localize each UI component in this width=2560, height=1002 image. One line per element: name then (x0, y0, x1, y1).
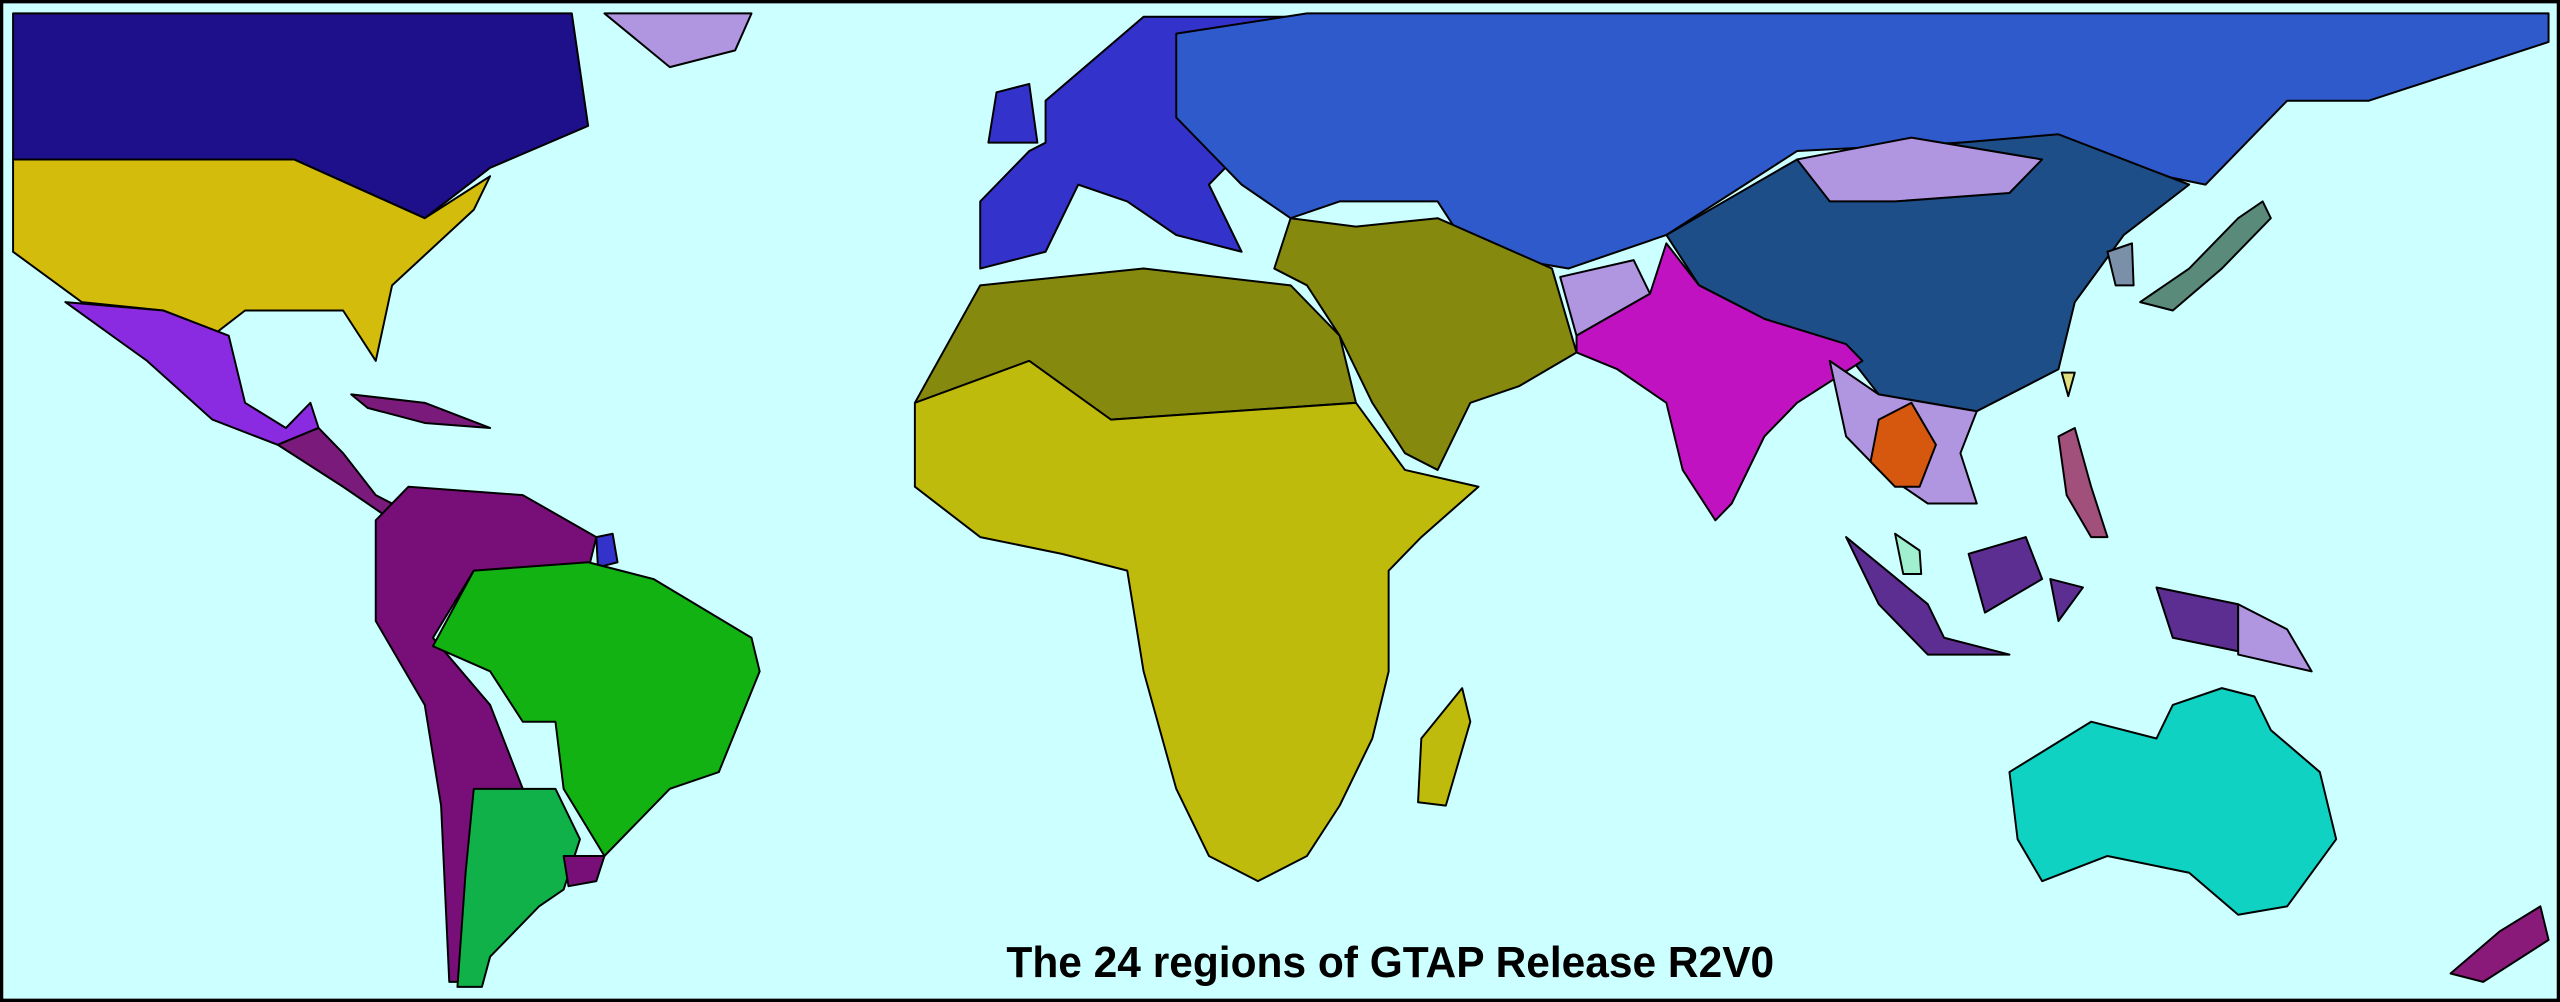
regions (12, 12, 2550, 988)
korea (2106, 242, 2135, 287)
uk (987, 82, 1039, 144)
new-zealand (2449, 905, 2550, 983)
papua-new-guinea (2237, 603, 2313, 673)
former-soviet-union (1175, 12, 2550, 270)
middle-east (1273, 217, 1578, 471)
usa (12, 158, 492, 362)
uruguay (562, 854, 606, 888)
greenland (603, 12, 753, 69)
thailand (1869, 401, 1937, 488)
borneo (1967, 536, 2044, 614)
malaysia (1894, 532, 1923, 576)
japan (2139, 200, 2272, 312)
sulawesi (2049, 578, 2084, 623)
south-asia (1575, 242, 1864, 522)
map-title: The 24 regions of GTAP Release R2V0 (1006, 938, 1774, 987)
sumatra (1845, 536, 2011, 656)
sub-saharan-africa (913, 359, 1480, 883)
argentina (456, 787, 581, 988)
mongolia (1796, 136, 2044, 203)
caribbean (350, 393, 492, 429)
mexico (64, 301, 320, 446)
madagascar (1417, 687, 1472, 807)
rest-south-america (374, 485, 598, 983)
brazil (431, 561, 761, 857)
australia (2008, 687, 2338, 916)
french-guiana (595, 532, 619, 569)
taiwan (2060, 371, 2076, 398)
philippines (2057, 426, 2109, 539)
